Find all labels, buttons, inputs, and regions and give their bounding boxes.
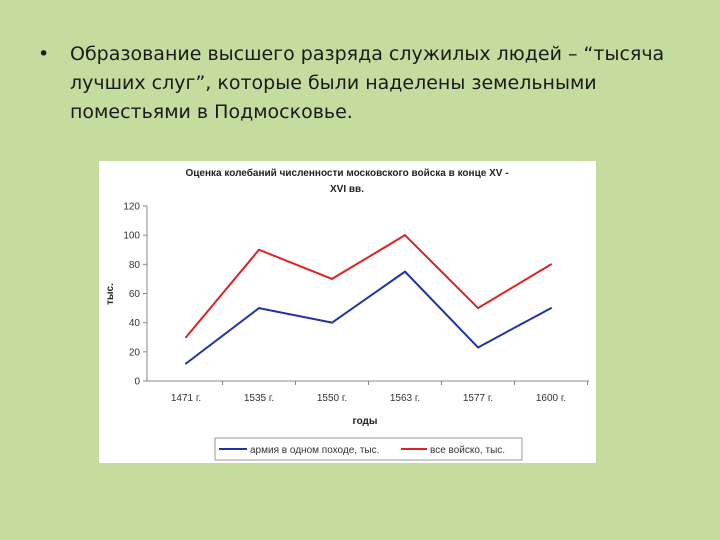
- series-line-total: [185, 234, 552, 338]
- x-tick-label: 1535 г.: [244, 393, 274, 404]
- bullet-marker: •: [38, 43, 50, 65]
- data-point: [331, 277, 333, 280]
- y-tick-label: 60: [129, 289, 141, 300]
- legend-entry-army: армия в одном походе, тыс.: [250, 445, 379, 456]
- data-point: [185, 336, 187, 339]
- chart-title-line1: Оценка колебаний численности московского…: [185, 167, 508, 179]
- legend-entry-total: все войско, тыс.: [430, 445, 505, 456]
- chart-title-line2: XVI вв.: [330, 184, 364, 195]
- bullet-text: Образование высшего разряда служилых люд…: [70, 43, 665, 123]
- x-tick-label: 1471 г.: [171, 393, 201, 404]
- x-tick-label: 1600 г.: [536, 393, 566, 404]
- data-point: [258, 248, 260, 251]
- series-line-army: [185, 270, 552, 365]
- data-point: [404, 234, 406, 237]
- data-point: [477, 307, 479, 310]
- chart-container: Оценка колебаний численности московского…: [99, 161, 596, 463]
- y-tick-label: 0: [134, 377, 140, 388]
- x-tick-label: 1577 г.: [463, 393, 493, 404]
- y-tick-label: 80: [129, 260, 141, 271]
- data-point: [404, 270, 406, 273]
- data-point: [550, 307, 552, 310]
- data-point: [477, 346, 479, 349]
- y-tick-label: 100: [123, 231, 140, 242]
- x-axis-label: годы: [353, 416, 378, 427]
- line-chart: Оценка колебаний численности московского…: [105, 167, 589, 461]
- data-point: [185, 362, 187, 365]
- y-ticks: 0 20 40 60 80 100 120: [123, 202, 147, 388]
- series-group: [185, 234, 552, 365]
- y-tick-label: 40: [129, 318, 141, 329]
- data-point: [550, 263, 552, 266]
- y-axis-label: тыс.: [105, 283, 116, 305]
- data-point: [331, 321, 333, 324]
- legend-box: [214, 437, 523, 461]
- legend: армия в одном походе, тыс. все войско, т…: [214, 437, 523, 461]
- data-point: [258, 307, 260, 310]
- x-ticks: 1471 г. 1535 г. 1550 г. 1563 г. 1577 г. 1600 …: [171, 381, 588, 404]
- x-tick-label: 1563 г.: [390, 393, 420, 404]
- y-tick-label: 120: [123, 202, 140, 213]
- y-tick-label: 20: [129, 347, 141, 358]
- x-tick-label: 1550 г.: [317, 393, 347, 404]
- bullet-point: • Образование высшего разряда служилых л…: [38, 40, 698, 127]
